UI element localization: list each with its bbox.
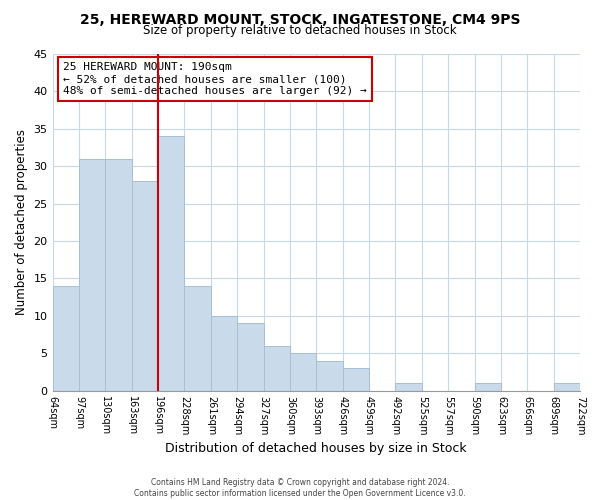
Text: Size of property relative to detached houses in Stock: Size of property relative to detached ho… [143,24,457,37]
Bar [343,368,369,390]
Bar [554,383,580,390]
Bar [290,354,316,391]
Bar [263,346,290,391]
Bar [105,158,131,390]
Y-axis label: Number of detached properties: Number of detached properties [15,130,28,316]
X-axis label: Distribution of detached houses by size in Stock: Distribution of detached houses by size … [166,442,467,455]
Bar [53,286,79,391]
Text: 25, HEREWARD MOUNT, STOCK, INGATESTONE, CM4 9PS: 25, HEREWARD MOUNT, STOCK, INGATESTONE, … [80,12,520,26]
Bar [79,158,105,390]
Text: 25 HEREWARD MOUNT: 190sqm
← 52% of detached houses are smaller (100)
48% of semi: 25 HEREWARD MOUNT: 190sqm ← 52% of detac… [63,62,367,96]
Bar [158,136,184,390]
Bar [184,286,211,391]
Bar [475,383,501,390]
Text: Contains HM Land Registry data © Crown copyright and database right 2024.
Contai: Contains HM Land Registry data © Crown c… [134,478,466,498]
Bar [237,324,263,390]
Bar [316,361,343,390]
Bar [131,181,158,390]
Bar [211,316,237,390]
Bar [395,383,422,390]
